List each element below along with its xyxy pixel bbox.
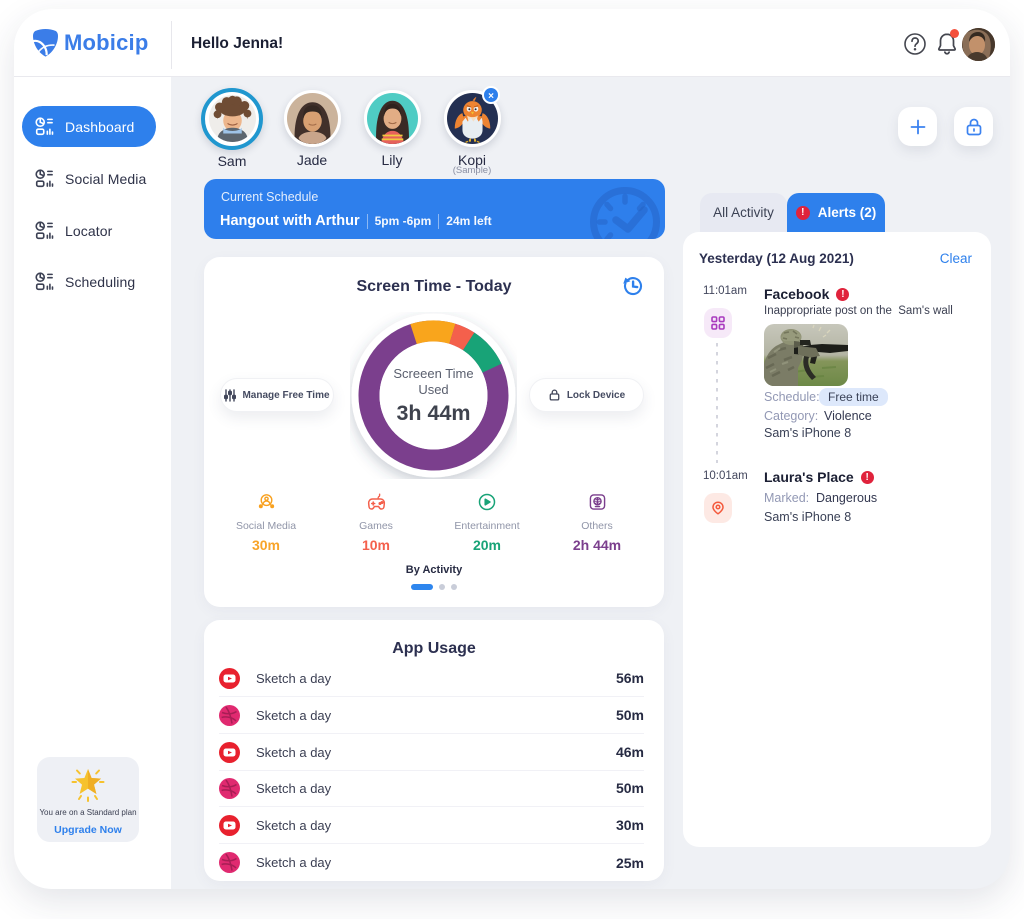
svg-text:Used: Used: [418, 382, 448, 397]
svg-text:3h 44m: 3h 44m: [396, 401, 470, 425]
svg-text:Screeen Time: Screeen Time: [393, 366, 473, 381]
